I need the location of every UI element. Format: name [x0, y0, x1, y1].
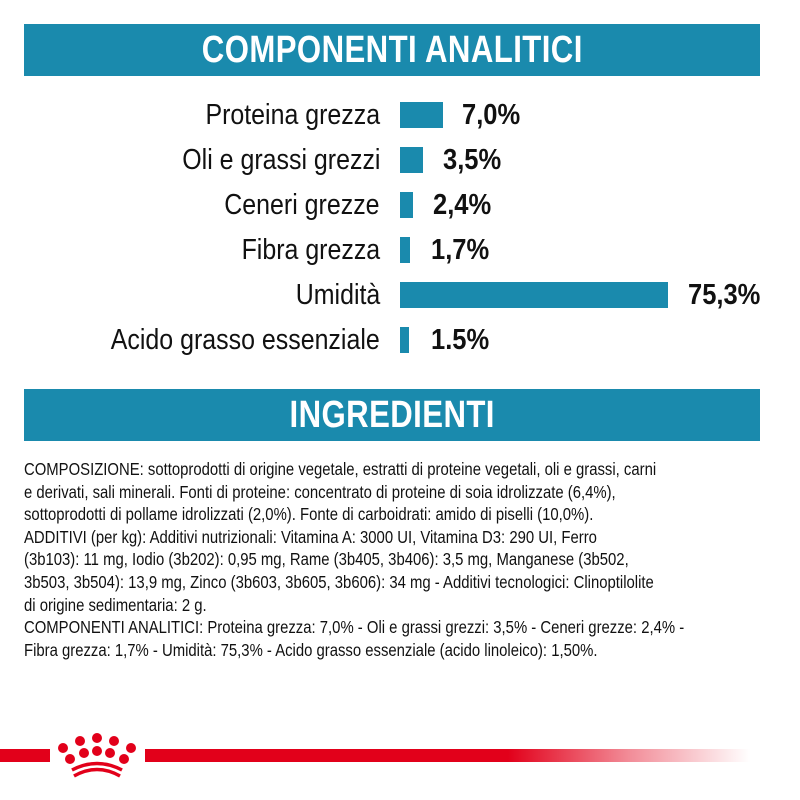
brand-footer [0, 725, 800, 785]
chart-row: Fibra grezza 1,7% [0, 230, 800, 270]
chart-row: Umidità 75,3% [0, 275, 800, 315]
chart-row: Proteina grezza 7,0% [0, 95, 800, 135]
row-label: Ceneri grezze [224, 189, 380, 221]
row-label: Umidità [295, 279, 380, 311]
row-value: 75,3% [688, 279, 761, 311]
ingredients-header-bar: INGREDIENTI [24, 389, 760, 441]
analytics-bar-chart: Proteina grezza 7,0% Oli e grassi grezzi… [0, 95, 800, 365]
row-bar [400, 237, 410, 263]
ingredients-title: INGREDIENTI [289, 394, 495, 436]
row-value: 7,0% [462, 99, 521, 131]
chart-row: Acido grasso essenziale 1.5% [0, 320, 800, 360]
ingredients-line: COMPONENTI ANALITICI: Proteina grezza: 7… [24, 617, 685, 638]
chart-row: Ceneri grezze 2,4% [0, 185, 800, 225]
row-bar [400, 327, 409, 353]
red-stripe-right [145, 749, 750, 762]
row-label: Fibra grezza [241, 234, 380, 266]
chart-row: Oli e grassi grezzi 3,5% [0, 140, 800, 180]
row-value: 1.5% [431, 324, 490, 356]
analytics-header-bar: COMPONENTI ANALITICI [24, 24, 760, 76]
row-value: 3,5% [443, 144, 502, 176]
row-bar [400, 282, 668, 308]
ingredients-line: Fibra grezza: 1,7% - Umidità: 75,3% - Ac… [24, 639, 598, 660]
ingredients-line: sottoprodotti di pollame idrolizzati (2,… [24, 504, 594, 525]
row-label: Acido grasso essenziale [111, 324, 380, 356]
ingredients-line: COMPOSIZIONE: sottoprodotti di origine v… [24, 459, 657, 479]
ingredients-text: COMPOSIZIONE: sottoprodotti di origine v… [24, 458, 794, 661]
analytics-title: COMPONENTI ANALITICI [201, 29, 583, 71]
row-bar [400, 102, 443, 128]
red-stripe-left [0, 749, 50, 762]
ingredients-line: e derivati, sali minerali. Fonti di prot… [24, 481, 616, 502]
row-label: Oli e grassi grezzi [181, 144, 380, 176]
row-label: Proteina grezza [205, 99, 380, 131]
ingredients-line: di origine sedimentaria: 2 g. [24, 594, 207, 615]
row-bar [400, 192, 413, 218]
ingredients-line: 3b503, 3b504): 13,9 mg, Zinco (3b603, 3b… [24, 571, 654, 592]
crown-icon [58, 733, 136, 778]
row-value: 1,7% [431, 234, 490, 266]
row-bar [400, 147, 423, 173]
ingredients-line: ADDITIVI (per kg): Additivi nutrizionali… [24, 526, 597, 547]
row-value: 2,4% [433, 189, 492, 221]
ingredients-line: (3b103): 11 mg, Iodio (3b202): 0,95 mg, … [24, 549, 629, 570]
